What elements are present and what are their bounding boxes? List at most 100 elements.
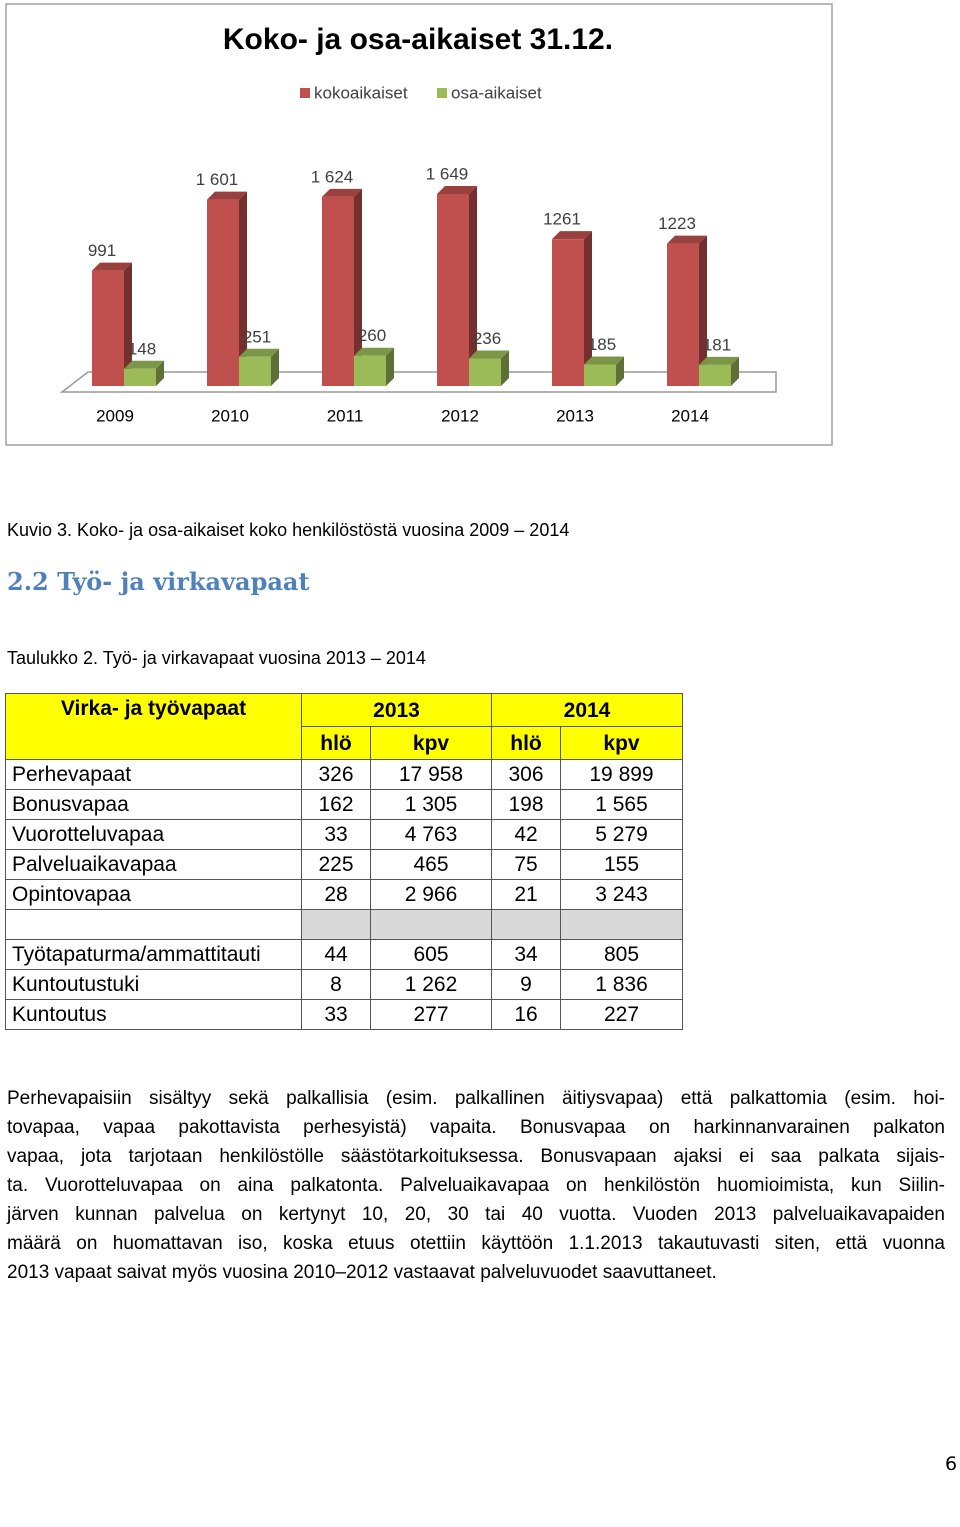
number-cell: 42 — [491, 819, 561, 850]
subheader-cell: hlö — [301, 726, 371, 760]
bar-side — [354, 188, 362, 386]
bar-top — [322, 188, 362, 197]
table-row: Työtapaturma/ammattitauti 44 605 34 805 — [5, 939, 683, 970]
bar-top — [354, 347, 394, 356]
table-row: Opintovapaa 28 2 966 21 3 243 — [5, 879, 683, 910]
bar-top — [469, 350, 509, 359]
table-row: Kuntoutustuki 8 1 262 9 1 836 — [5, 969, 683, 1000]
number-cell: 28 — [301, 879, 371, 910]
number-cell: 3 243 — [560, 879, 683, 910]
legend-label: osa-aikaiset — [451, 83, 542, 102]
label-cell: Kuntoutustuki — [5, 969, 302, 1000]
page-number: 6 — [945, 1453, 958, 1475]
bar-face — [584, 364, 616, 386]
bar-face — [437, 194, 469, 386]
spacer-row — [5, 909, 683, 940]
bar — [699, 356, 739, 386]
section-heading: 2.2 Työ- ja virkavapaat — [7, 567, 310, 596]
table-caption: Taulukko 2. Työ- ja virkavapaat vuosina … — [7, 648, 426, 668]
number-cell: 227 — [560, 999, 683, 1030]
spacer-cell — [5, 909, 302, 940]
paragraph-line: tovapaa, vapaa pakottavista perhesyistä)… — [7, 1117, 945, 1138]
number-cell: 9 — [491, 969, 561, 1000]
table-row: Palveluaikavapaa 225 465 75 155 — [5, 849, 683, 880]
data-label: 1 624 — [311, 167, 354, 186]
bar — [207, 191, 247, 386]
bar-side — [731, 356, 739, 386]
number-cell: 44 — [301, 939, 371, 970]
bar — [239, 348, 279, 386]
number-cell: 605 — [370, 939, 492, 970]
data-label: 991 — [88, 241, 116, 260]
bar-face — [469, 358, 501, 386]
header-row: Virka- ja työvapaat 2013 2014 — [5, 693, 683, 760]
number-cell: 225 — [301, 849, 371, 880]
spacer-cell — [491, 909, 561, 940]
number-cell: 155 — [560, 849, 683, 880]
bar-face — [207, 199, 239, 386]
bar-side — [124, 262, 132, 386]
label-cell: Vuorotteluvapaa — [5, 819, 302, 850]
label-cell: Opintovapaa — [5, 879, 302, 910]
subheader-cell: kpv — [560, 726, 683, 760]
bar — [469, 350, 509, 386]
x-tick-label: 2009 — [96, 406, 134, 425]
x-tick-label: 2011 — [327, 406, 364, 425]
number-cell: 277 — [370, 999, 492, 1030]
number-cell: 162 — [301, 789, 371, 820]
bar-face — [239, 356, 271, 386]
bar-top — [584, 356, 624, 365]
table-row: Vuorotteluvapaa 33 4 763 42 5 279 — [5, 819, 683, 850]
data-label: 185 — [588, 335, 616, 354]
label-cell: Kuntoutus — [5, 999, 302, 1030]
bar — [92, 262, 132, 386]
bar — [584, 356, 624, 386]
number-cell: 17 958 — [370, 759, 492, 790]
bar-top — [207, 191, 247, 200]
data-label: 1223 — [658, 214, 696, 233]
bar — [437, 186, 477, 386]
number-cell: 16 — [491, 999, 561, 1030]
number-cell: 34 — [491, 939, 561, 970]
number-cell: 21 — [491, 879, 561, 910]
x-tick-label: 2010 — [211, 406, 249, 425]
legend-swatch — [437, 88, 447, 98]
number-cell: 2 966 — [370, 879, 492, 910]
bar-top — [699, 356, 739, 365]
bar-side — [469, 186, 477, 386]
label-cell: Palveluaikavapaa — [5, 849, 302, 880]
bar — [354, 347, 394, 386]
label-cell: Työtapaturma/ammattitauti — [5, 939, 302, 970]
bar — [322, 188, 362, 386]
header-cell: 2013 — [301, 693, 492, 727]
number-cell: 75 — [491, 849, 561, 880]
label-cell: Bonusvapaa — [5, 789, 302, 820]
bar-face — [552, 239, 584, 386]
data-label: 260 — [358, 326, 386, 345]
number-cell: 1 565 — [560, 789, 683, 820]
data-label: 1261 — [543, 210, 581, 229]
data-label: 236 — [473, 329, 501, 348]
legend-swatch — [300, 88, 310, 98]
bar — [552, 231, 592, 386]
paragraph-line: vapaa, jota tarjotaan henkilöstölle sääs… — [7, 1146, 945, 1167]
label-cell: Perhevapaat — [5, 759, 302, 790]
spacer-cell — [560, 909, 683, 940]
bar-top — [437, 186, 477, 194]
spacer-cell — [301, 909, 371, 940]
bar-face — [322, 196, 354, 386]
x-tick-label: 2014 — [671, 406, 709, 425]
number-cell: 805 — [560, 939, 683, 970]
chart: Koko- ja osa-aikaiset 31.12. kokoaikaise… — [5, 3, 833, 446]
chart-title: Koko- ja osa-aikaiset 31.12. — [223, 23, 613, 56]
bar-side — [239, 191, 247, 386]
bar-face — [699, 364, 731, 386]
number-cell: 198 — [491, 789, 561, 820]
bar-top — [92, 262, 132, 271]
header-cell: 2014 — [491, 693, 683, 727]
number-cell: 5 279 — [560, 819, 683, 850]
number-cell: 8 — [301, 969, 371, 1000]
data-label: 181 — [703, 335, 731, 354]
data-label: 251 — [243, 327, 271, 346]
